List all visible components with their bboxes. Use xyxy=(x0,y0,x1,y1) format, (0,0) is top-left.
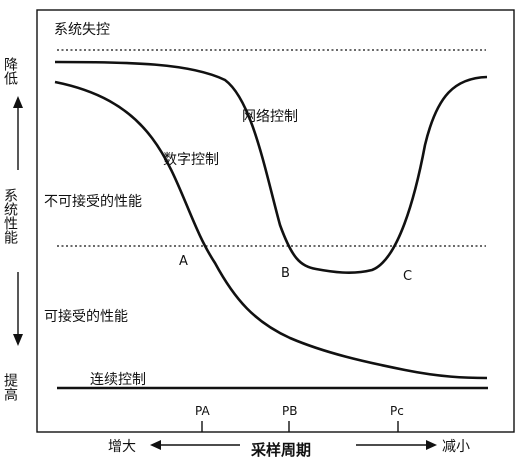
tick-label-pc: Pc xyxy=(390,404,404,418)
y-bottom-label: 提高 xyxy=(2,373,18,401)
point-b-label: B xyxy=(281,266,290,281)
x-right-label: 减小 xyxy=(442,439,470,455)
x-axis-label: 采样周期 xyxy=(250,441,311,459)
point-c-label: C xyxy=(403,269,412,284)
left-arrow-icon xyxy=(150,440,161,450)
up-arrow-icon xyxy=(13,96,23,108)
point-a-label: A xyxy=(179,254,188,269)
x-left-label: 增大 xyxy=(108,439,136,455)
digital-control-label: 数字控制 xyxy=(163,152,219,168)
out-of-control-label: 系统失控 xyxy=(54,22,110,38)
network-control-label: 网络控制 xyxy=(242,109,298,125)
continuous-control-label: 连续控制 xyxy=(90,371,146,388)
right-arrow-icon xyxy=(426,440,437,450)
tick-label-pb: PB xyxy=(282,404,297,418)
plot-frame xyxy=(36,9,515,433)
tick-label-pa: PA xyxy=(195,404,210,418)
y-axis-label: 系统性能 xyxy=(2,188,18,245)
unacceptable-region-label: 不可接受的性能 xyxy=(44,193,142,210)
acceptable-region-label: 可接受的性能 xyxy=(44,308,128,325)
down-arrow-icon xyxy=(13,334,23,346)
y-top-label: 降低 xyxy=(2,57,18,86)
network-control-curve xyxy=(54,60,488,274)
digital-control-curve xyxy=(54,80,488,380)
